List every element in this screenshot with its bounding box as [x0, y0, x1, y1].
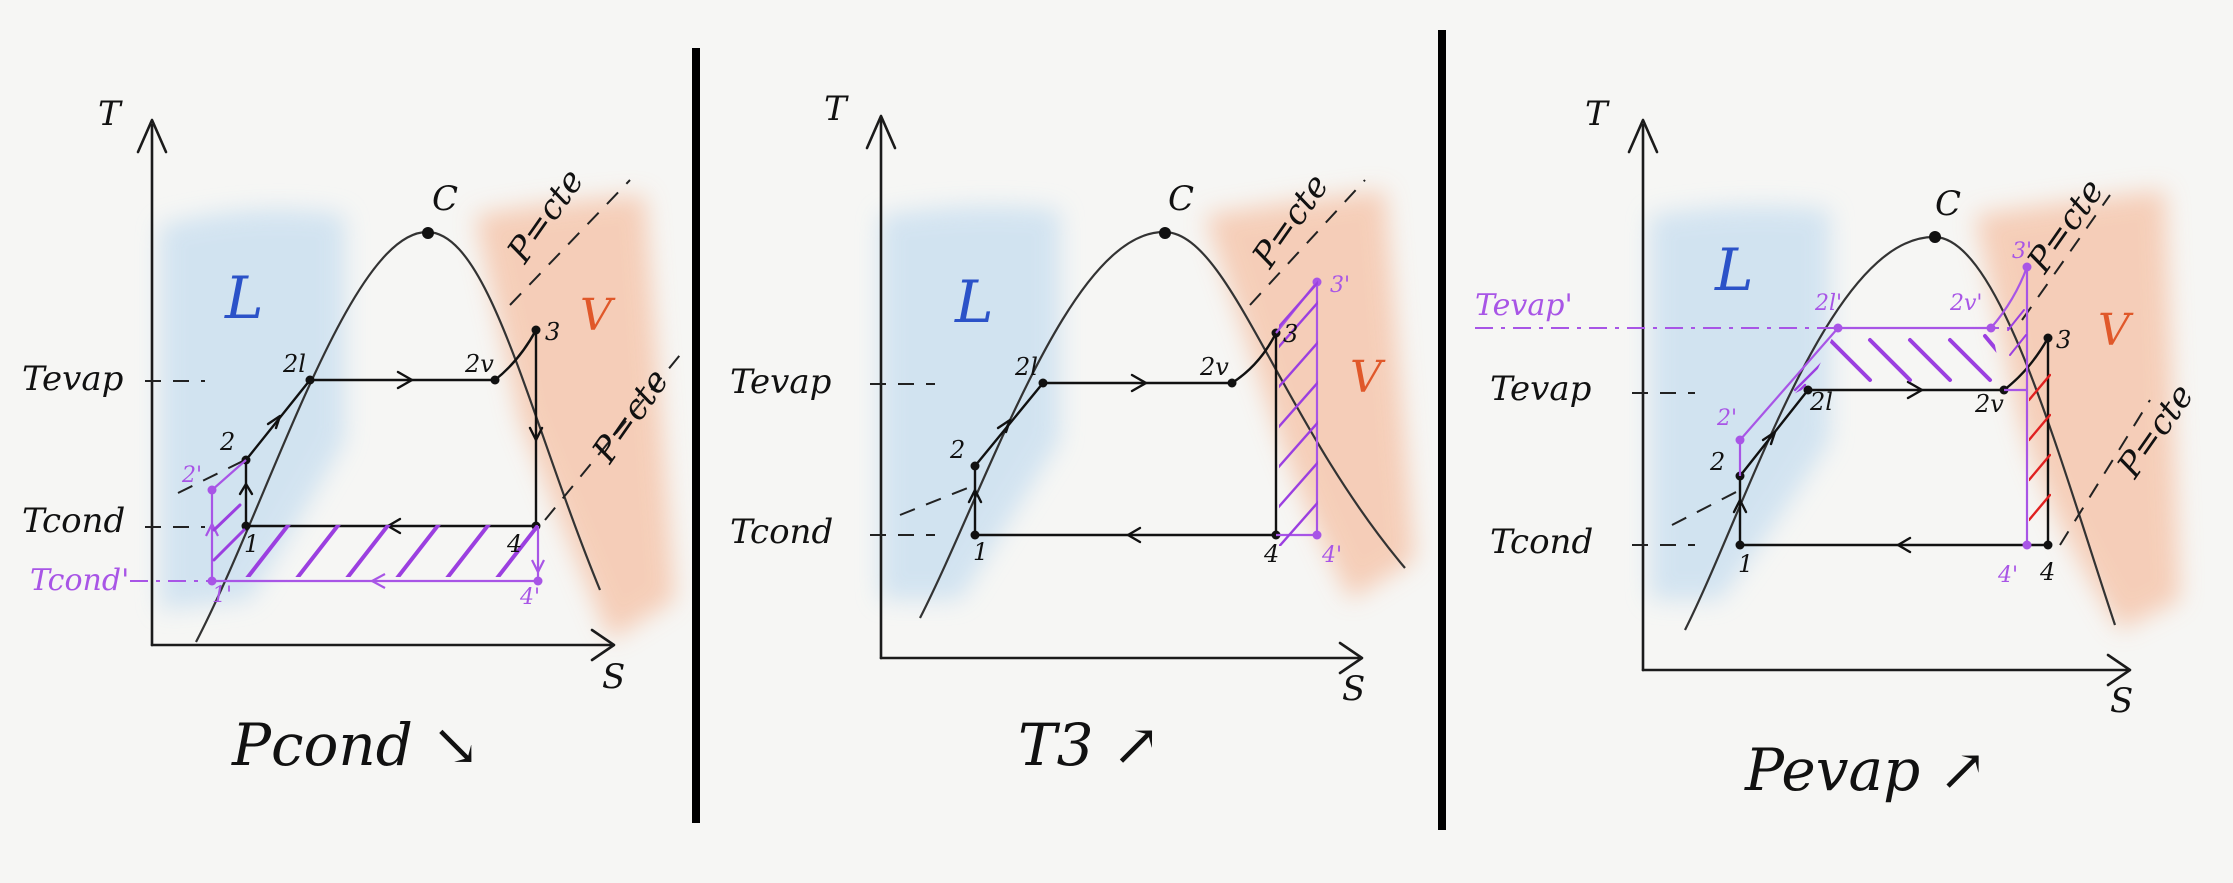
cycle-arrow-2: [266, 414, 282, 430]
pt-2l: 2l: [282, 350, 306, 378]
isobar-upper-2: [1249, 179, 1366, 306]
s-axis-arrow-2: [1338, 641, 1364, 675]
pt-2-2: 2: [949, 436, 965, 464]
t-axis-arrow: [136, 118, 168, 154]
liquid-label: L: [224, 264, 264, 332]
vapor-region-2: [1205, 190, 1415, 600]
panel-pcond: T S C L V P=cte P=cte Tevap Tcond Tcond'…: [22, 94, 681, 779]
critical-label-3: C: [1935, 184, 1961, 224]
t-axis-arrow-3: [1627, 118, 1659, 154]
vapor-label-3: V: [2098, 305, 2134, 356]
isobar-lower-3: [2059, 399, 2151, 546]
critical-label-2: C: [1168, 179, 1194, 219]
isobar-lower: [544, 354, 681, 521]
pt-3-new-3: 3': [2012, 239, 2032, 264]
s-axis-arrow: [590, 628, 616, 662]
tevap-label-3: Tevap: [1490, 369, 1591, 409]
new-cycle-arrow: [369, 573, 386, 589]
tevap-label-2: Tevap: [730, 362, 831, 402]
pt-1-2: 1: [973, 538, 988, 566]
cycle-arrow-2-2: [996, 418, 1012, 434]
cycle-arrow-evap: [396, 370, 414, 390]
panel-pevap: T S C L V P=cte P=cte Tevap' Tevap Tcond…: [1475, 94, 2202, 804]
panel-t3: T S C L V P=cte Tevap Tcond 1 2 2l 2v 3 …: [730, 89, 1415, 779]
pt-2v-new-3: 2v': [1949, 291, 1982, 316]
tevap-label: Tevap: [22, 359, 123, 399]
cycle-arrow-2-3: [1761, 430, 1777, 446]
cycle-arrow-evap-2: [1130, 373, 1148, 393]
t-axis-label-2: T: [824, 89, 849, 129]
liquid-region-2: [880, 206, 1060, 600]
liquid-label-2: L: [954, 268, 994, 336]
cycle-arrow-down: [528, 426, 544, 442]
pt-2l-2: 2l: [1014, 353, 1038, 381]
vapor-region: [475, 195, 675, 640]
cycle-arrow-up-3: [1732, 498, 1748, 514]
pt-3: 3: [545, 318, 560, 346]
pt-4-new: 4': [519, 585, 540, 610]
hatch-red-area: [2029, 373, 2051, 522]
t-axis-label: T: [98, 94, 123, 134]
pt-2v: 2v: [464, 350, 494, 378]
tcond-label-3: Tcond: [1490, 522, 1593, 562]
pt-2-3: 2: [1709, 448, 1725, 476]
isobar-left-3: [1671, 489, 1741, 526]
s-axis-label: S: [602, 657, 625, 697]
tcond-label: Tcond: [22, 501, 125, 541]
vapor-label: V: [580, 290, 616, 341]
pt-2l-new-3: 2l': [1814, 291, 1842, 316]
pt-1: 1: [244, 530, 259, 558]
s-axis-label-3: S: [2110, 681, 2133, 721]
pt-2: 2: [219, 428, 235, 456]
hatch-right-upper: [2007, 309, 2027, 356]
liquid-region-3: [1650, 206, 1830, 600]
critical-label: C: [432, 179, 458, 219]
hatch-area: [228, 525, 538, 577]
pt-3-2: 3: [1283, 320, 1298, 348]
hatch-area-2: [1279, 278, 1318, 546]
pt-4-2: 4: [1263, 540, 1279, 568]
s-axis-arrow-3: [2106, 653, 2132, 687]
cycle-arrow-cond-3: [1896, 536, 1912, 554]
caption-2: T3 ↗: [1018, 711, 1161, 779]
isobar-left-2: [899, 484, 976, 516]
isobar-upper-3: [2021, 194, 2111, 321]
tcond-new-label: Tcond': [30, 563, 129, 598]
new-cycle-arrow-up: [205, 521, 219, 537]
liquid-region: [160, 209, 345, 610]
tcond-label-2: Tcond: [730, 512, 833, 552]
pt-2-new: 2': [181, 463, 202, 488]
t-axis-label-3: T: [1585, 94, 1610, 134]
isobar-upper: [509, 179, 631, 306]
caption-3: Pevap ↗: [1744, 736, 1987, 804]
caption-1: Pcond ↘: [231, 711, 480, 779]
vapor-label-2: V: [1350, 352, 1386, 403]
isobar-left: [177, 459, 246, 494]
pt-3-3: 3: [2056, 326, 2071, 354]
pt-4-new-2: 4': [1321, 543, 1342, 568]
liquid-label-3: L: [1714, 236, 1754, 304]
hatch-area-3: [1828, 334, 2003, 382]
cycle-arrow-evap-3: [1906, 380, 1924, 400]
pt-4-3: 4: [2039, 558, 2055, 586]
pt-2-new-3: 2': [1716, 406, 1737, 431]
pt-3-new-2: 3': [1330, 273, 1350, 298]
tevap-new-label: Tevap': [1475, 288, 1573, 323]
pt-1-new: 1': [212, 583, 232, 608]
cycle-arrow-cond-2: [1126, 526, 1142, 544]
t-axis-arrow-2: [865, 114, 897, 150]
cycle-arrow-up: [238, 482, 254, 496]
pt-2v-2: 2v: [1199, 353, 1229, 381]
pt-1-3: 1: [1738, 550, 1753, 578]
hatch-left: [212, 503, 246, 562]
cycle-arrow-up-2: [967, 488, 983, 504]
pt-4-new-3: 4': [1997, 563, 2018, 588]
pt-4: 4: [506, 530, 522, 558]
s-axis-label-2: S: [1342, 669, 1365, 709]
pt-2l-3: 2l: [1809, 388, 1833, 416]
critical-point: [422, 227, 434, 239]
pt-2v-3: 2v: [1974, 390, 2004, 418]
